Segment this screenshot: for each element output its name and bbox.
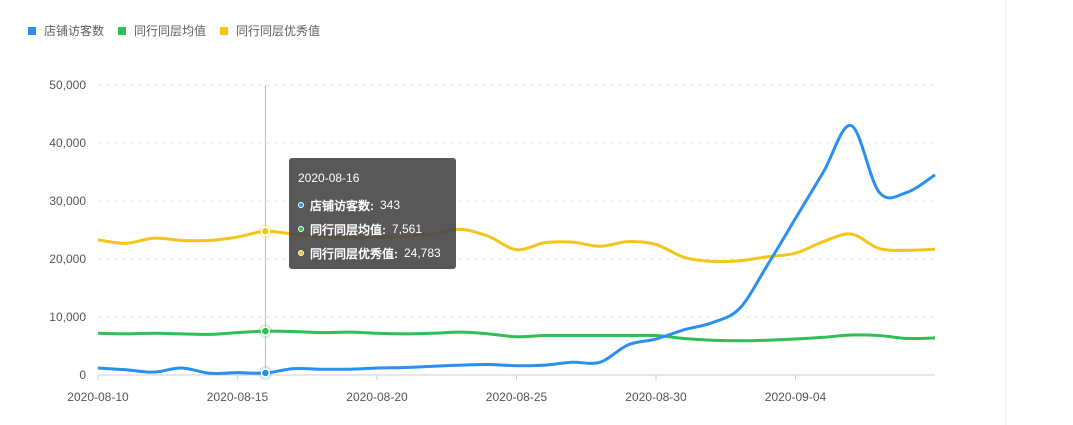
y-tick-label: 20,000 (49, 252, 86, 266)
y-tick-label: 40,000 (49, 136, 86, 150)
x-tick-label: 2020-08-20 (346, 390, 408, 404)
highlight-point-2 (260, 226, 271, 237)
legend-label-visitors: 店铺访客数 (44, 24, 105, 38)
legend-item-average[interactable]: 同行同层均值 (118, 22, 206, 39)
series-line-2 (97, 227, 936, 264)
y-tick-label: 10,000 (49, 310, 86, 324)
tooltip-value-excellent: 24,783 (404, 246, 441, 260)
tooltip-row-visitors: 店铺访客数: 343 (298, 193, 447, 217)
tooltip-date: 2020-08-16 (298, 171, 360, 185)
chart-tooltip: 2020-08-16 店铺访客数: 343 同行同层均值: 7,561 同行同层… (289, 158, 456, 269)
tooltip-dot-excellent (298, 250, 304, 256)
legend-swatch-average (118, 26, 127, 35)
tooltip-dot-visitors (298, 202, 304, 208)
x-tick-label: 2020-09-04 (765, 390, 827, 404)
legend-item-visitors[interactable]: 店铺访客数 (28, 22, 104, 39)
highlight-point-0 (260, 368, 271, 378)
series-line-0 (97, 124, 936, 376)
y-tick-label: 30,000 (49, 194, 86, 208)
legend-label-average: 同行同层均值 (134, 24, 207, 38)
x-tick-label: 2020-08-10 (67, 390, 129, 404)
y-tick-label: 0 (79, 368, 86, 382)
tooltip-row-excellent: 同行同层优秀值: 24,783 (298, 241, 447, 265)
tooltip-label-visitors: 店铺访客数: (310, 198, 374, 213)
tooltip-dot-average (298, 226, 304, 232)
x-tick-label: 2020-08-25 (486, 390, 548, 404)
legend-label-excellent: 同行同层优秀值 (236, 24, 321, 38)
x-tick-label: 2020-08-30 (625, 390, 687, 404)
tooltip-label-average: 同行同层均值: (310, 222, 386, 237)
tooltip-value-visitors: 343 (380, 198, 401, 212)
legend-item-excellent[interactable]: 同行同层优秀值 (220, 22, 320, 39)
x-tick-label: 2020-08-15 (207, 390, 269, 404)
tooltip-label-excellent: 同行同层优秀值: (310, 246, 398, 261)
legend-swatch-visitors (28, 26, 36, 35)
panel-divider (1005, 0, 1006, 425)
highlight-point-1 (260, 326, 271, 336)
tooltip-value-average: 7,561 (392, 222, 423, 236)
legend-swatch-excellent (220, 26, 229, 35)
y-tick-label: 50,000 (49, 78, 86, 92)
series-line-1 (97, 329, 936, 343)
chart-legend: 店铺访客数 同行同层均值 同行同层优秀值 (28, 22, 334, 39)
tooltip-row-average: 同行同层均值: 7,561 (298, 217, 447, 241)
